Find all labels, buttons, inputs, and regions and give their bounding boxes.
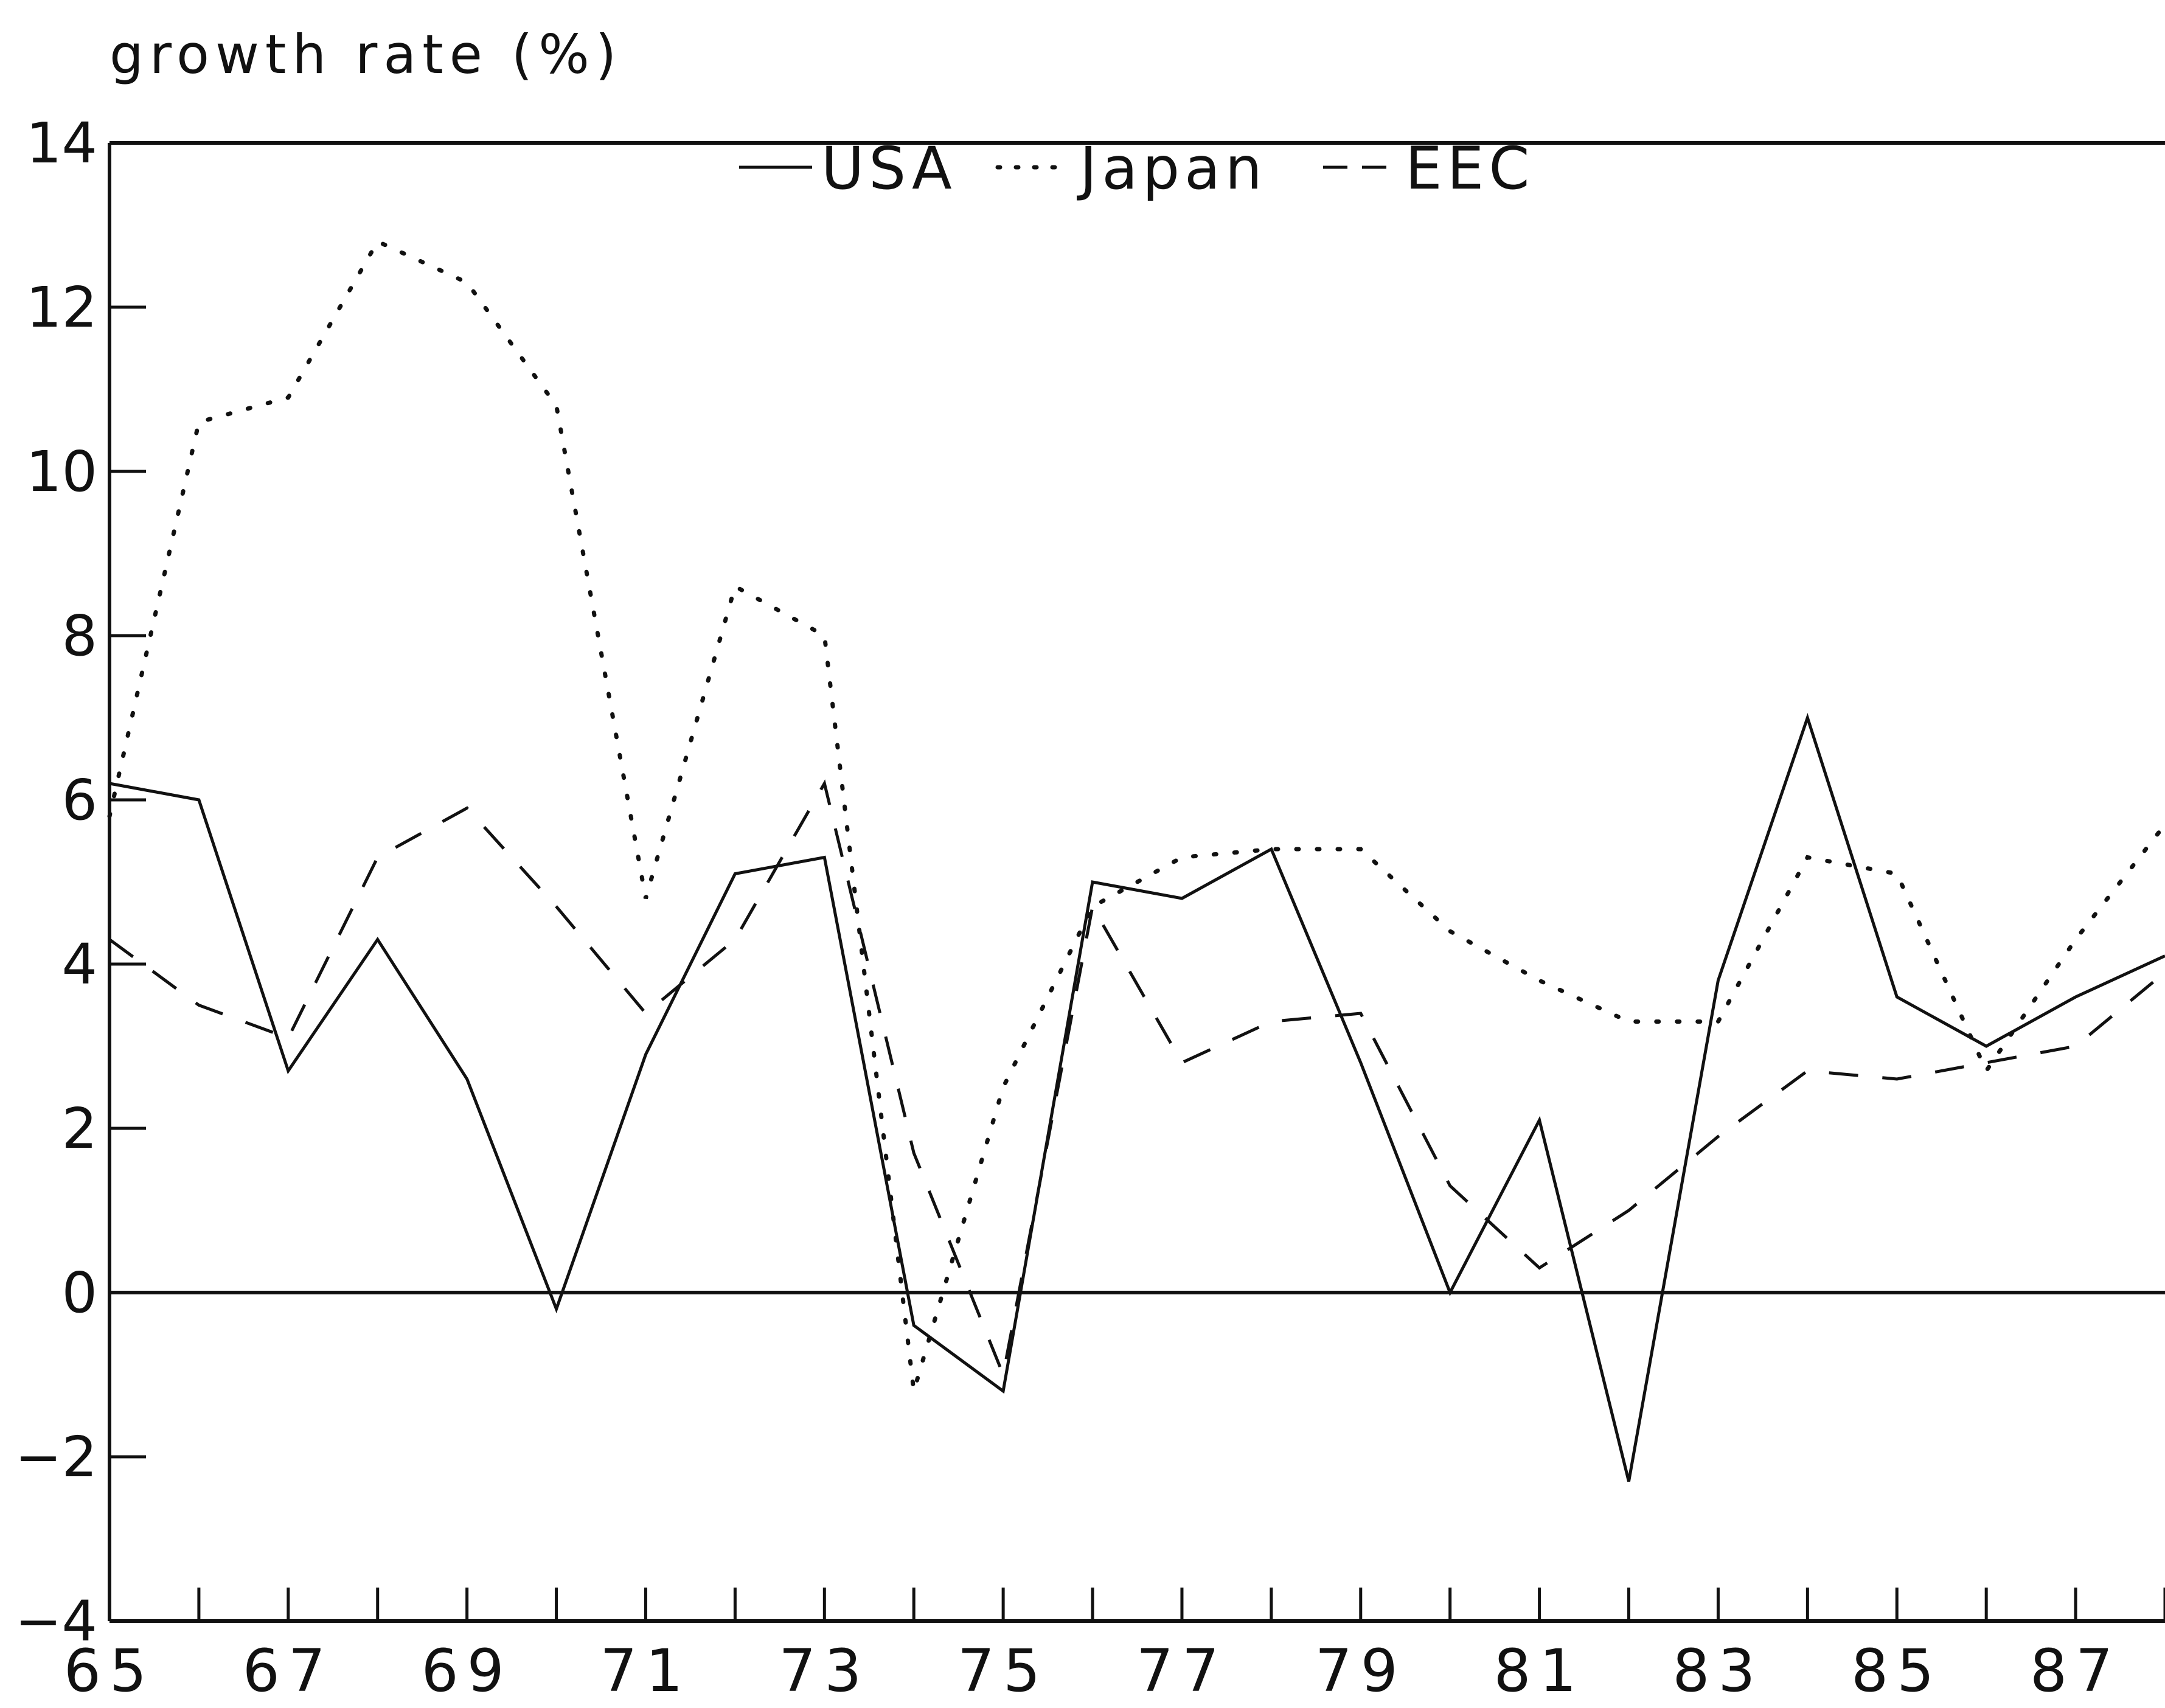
x-tick-label: 79 (1315, 1637, 1406, 1705)
y-tick-label: 6 (61, 768, 97, 833)
x-axis-ticks: 65 67 69 71 73 75 77 79 81 83 85 87 (64, 1588, 2165, 1705)
y-tick-label: 12 (26, 275, 97, 340)
y-tick-label: 14 (26, 111, 97, 176)
y-tick-label: 2 (61, 1096, 97, 1161)
x-tick-label: 83 (1672, 1637, 1764, 1705)
legend-label-eec: EEC (1405, 134, 1534, 203)
y-tick-label: 4 (61, 932, 97, 997)
y-tick-label: 0 (61, 1260, 97, 1325)
legend: USA Japan EEC (739, 134, 1534, 203)
y-tick-label: 8 (61, 603, 97, 668)
x-tick-label: 75 (957, 1637, 1049, 1705)
y-tick-label: −2 (15, 1425, 97, 1490)
x-tick-label: 65 (64, 1637, 155, 1705)
x-tick-label: 67 (243, 1637, 334, 1705)
legend-label-japan: Japan (1077, 134, 1267, 203)
y-axis-ticks: −4 −2 0 2 4 6 8 10 12 14 (15, 111, 146, 1654)
plot-frame (108, 141, 2165, 1623)
y-tick-label: 10 (26, 439, 97, 504)
x-tick-label: 85 (1851, 1637, 1942, 1705)
y-tick-label: −4 (15, 1589, 97, 1654)
series-line-eec (108, 779, 2165, 1380)
x-tick-label: 87 (2030, 1637, 2121, 1705)
x-tick-label: 69 (422, 1637, 513, 1705)
y-axis-title: growth rate (%) (109, 23, 622, 86)
legend-label-usa: USA (821, 134, 957, 203)
x-tick-label: 71 (600, 1637, 691, 1705)
x-tick-label: 81 (1494, 1637, 1585, 1705)
x-tick-label: 77 (1136, 1637, 1228, 1705)
series-layer (107, 238, 2165, 1482)
series-line-usa (109, 713, 2165, 1482)
series-line-japan (107, 238, 2165, 1392)
x-tick-label: 73 (779, 1637, 870, 1705)
